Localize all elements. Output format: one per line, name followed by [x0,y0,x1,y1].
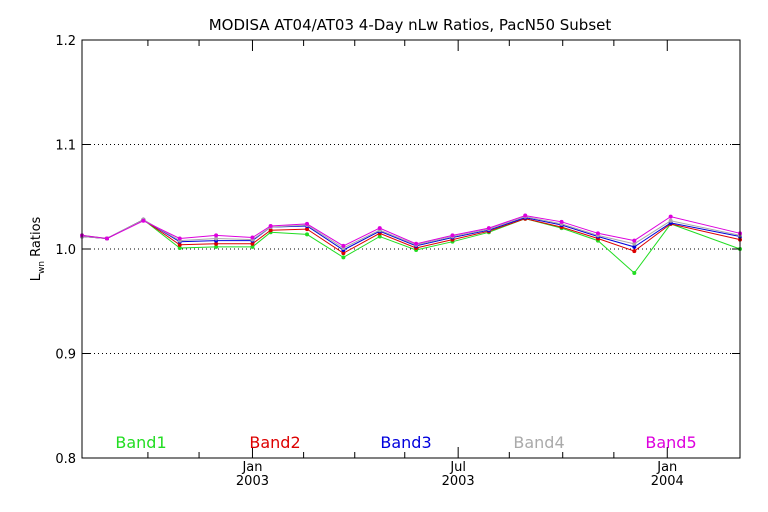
data-point [632,249,637,254]
data-point [559,219,564,224]
legend-entry-band5: Band5 [645,433,696,452]
y-tick-label: 1.0 [55,243,76,258]
data-point [250,244,255,249]
data-point [305,232,310,237]
y-tick-label: 1.2 [55,34,76,49]
data-point [305,227,310,232]
chart-title: MODISA AT04/AT03 4-Day nLw Ratios, PacN5… [209,16,612,34]
y-tick-label: 0.9 [55,348,76,363]
data-point [341,251,346,256]
data-point [177,242,182,247]
legend-entry-band4: Band4 [513,433,564,452]
series-band5 [80,213,742,248]
data-point [177,236,182,241]
data-point [305,221,310,226]
data-point [177,245,182,250]
x-tick-label-month: Jan [241,460,262,475]
data-point [486,226,491,231]
legend-entry-band1: Band1 [115,433,166,452]
data-point [214,241,219,246]
x-tick-label-month: Jul [449,460,466,475]
data-point [214,236,219,241]
data-point [341,243,346,248]
y-axis-label-rest: Ratios [29,216,44,261]
data-point [632,241,637,246]
data-point [668,218,673,223]
data-point [250,241,255,246]
y-tick-label: 1.1 [55,139,76,154]
data-point [268,224,273,229]
data-point [377,226,382,231]
data-point [414,241,419,246]
x-tick-label-year: 2003 [236,474,269,489]
y-axis-label-sub: wn [37,261,47,274]
y-axis-label-main: L [29,273,44,281]
data-point [268,228,273,233]
data-point [105,236,110,241]
data-point [632,238,637,243]
y-tick-label: 0.8 [55,452,76,467]
data-point [377,234,382,239]
gridlines [82,144,740,354]
data-point [214,244,219,249]
data-point [250,235,255,240]
data-point [523,213,528,218]
x-tick-label-month: Jan [656,460,677,475]
data-point [668,214,673,219]
data-point [632,244,637,249]
x-tick-label-year: 2004 [651,474,684,489]
series-layer [80,213,742,276]
data-point [632,271,637,276]
data-point [341,255,346,260]
y-axis-label: Lwn Ratios [29,216,47,281]
legend-entry-band3: Band3 [380,433,431,452]
data-point [595,231,600,236]
legend: Band1 Band2 Band3 Band4 Band5 [115,433,696,452]
data-point [214,233,219,238]
data-point [450,233,455,238]
legend-entry-band2: Band2 [249,433,300,452]
data-point [141,218,146,223]
x-tick-label-year: 2003 [442,474,475,489]
